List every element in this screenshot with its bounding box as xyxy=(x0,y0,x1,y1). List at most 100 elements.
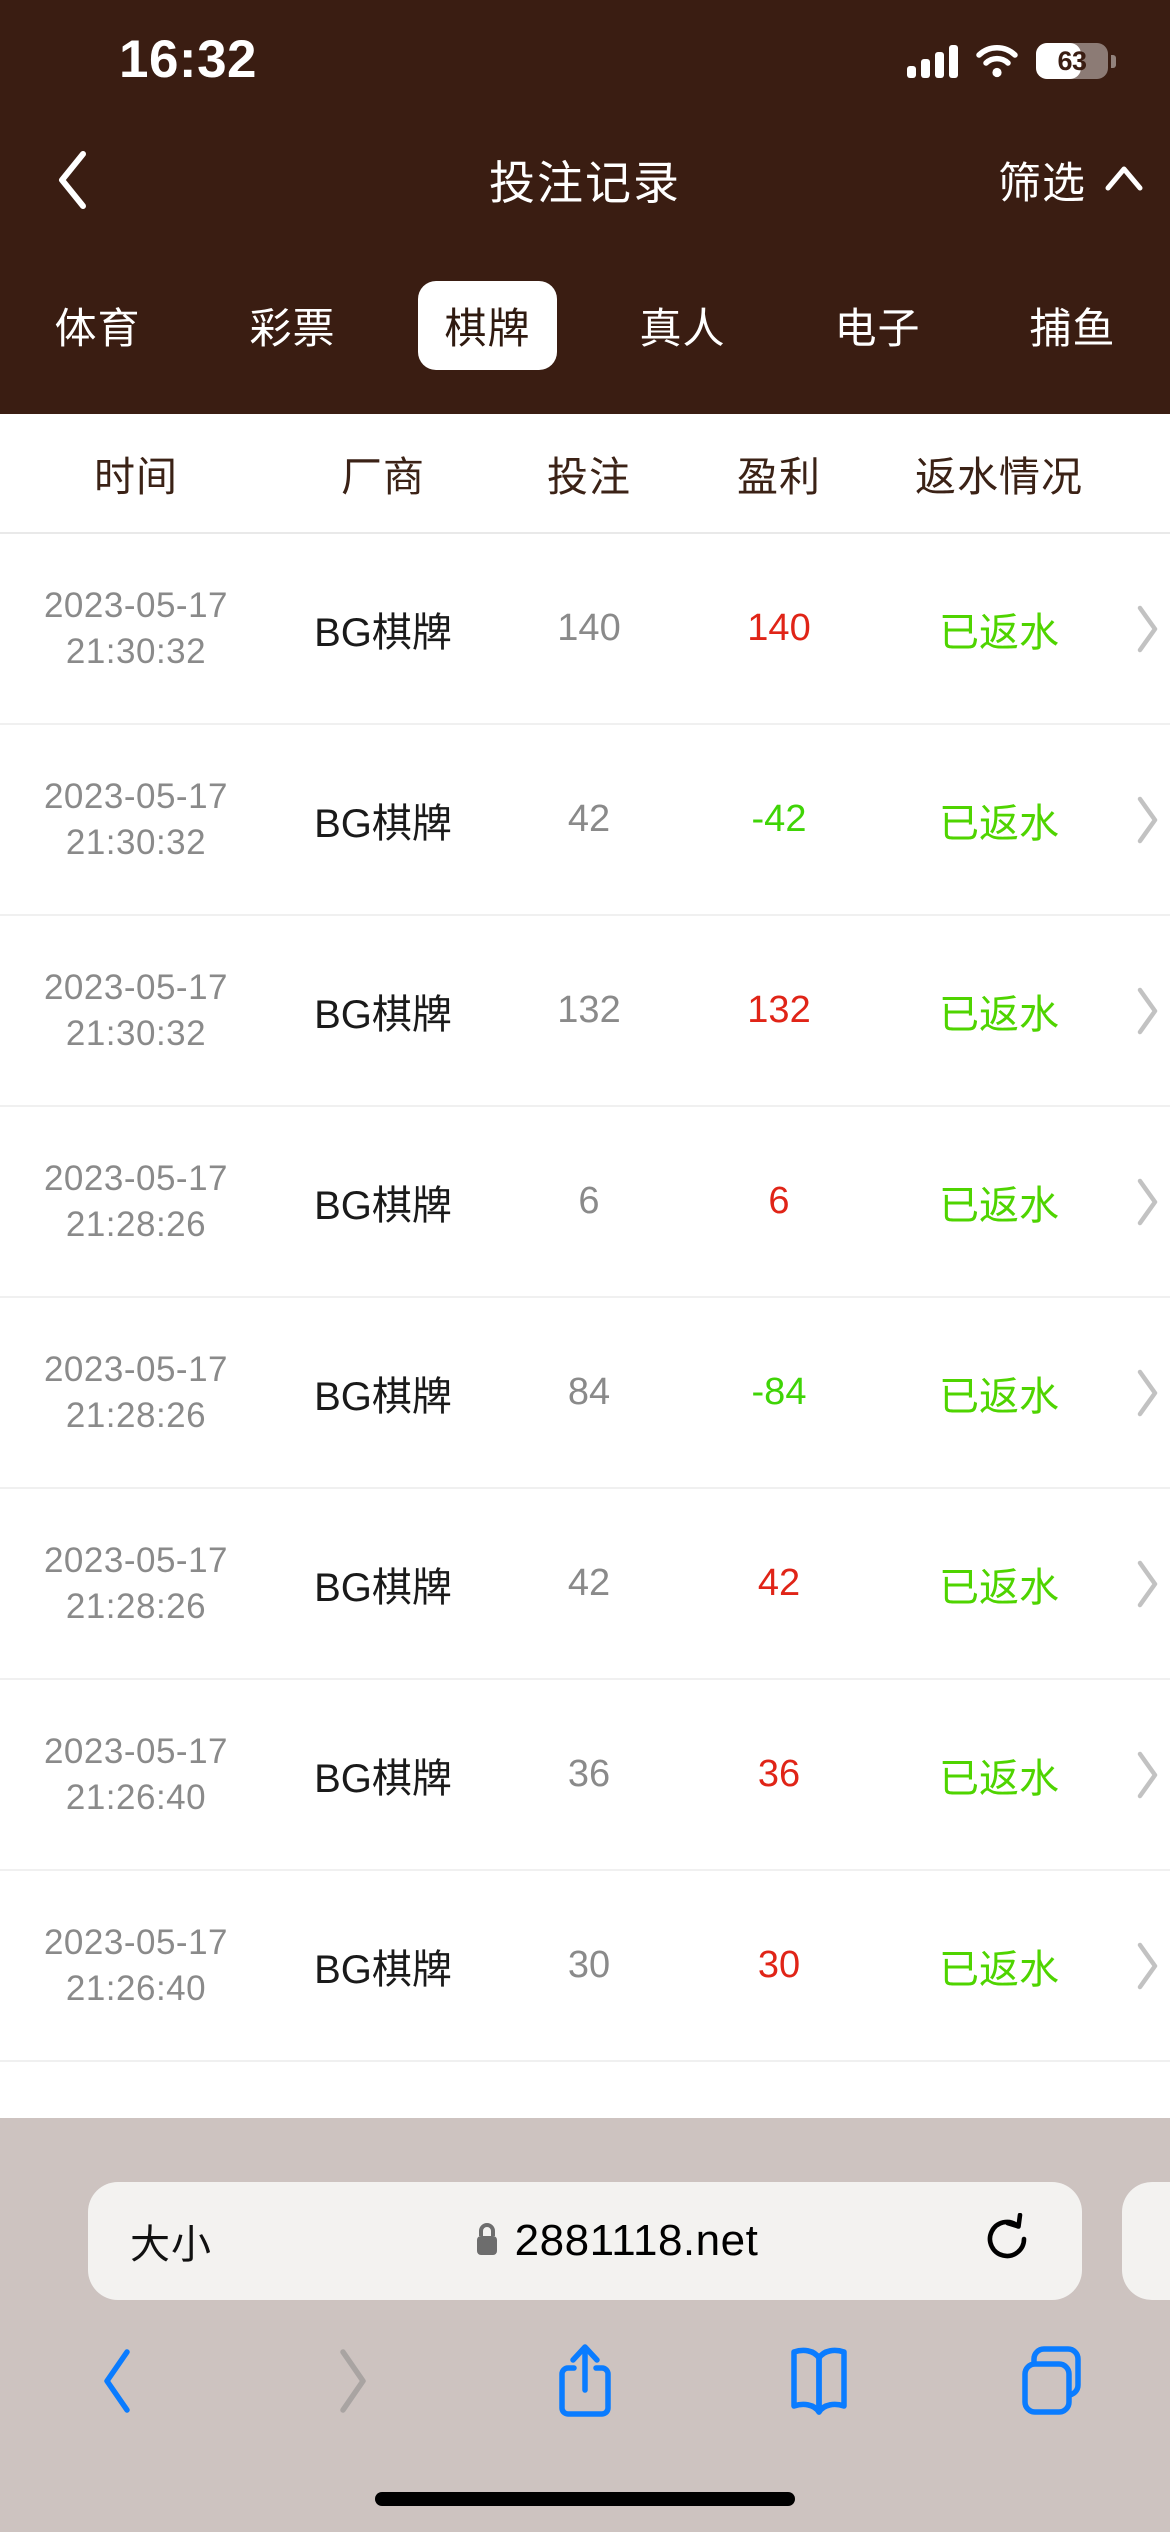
chevron-right-icon[interactable] xyxy=(1124,1940,1170,1992)
tab-slots[interactable]: 电子 xyxy=(780,275,975,375)
tab-sports[interactable]: 体育 xyxy=(0,275,195,375)
cell-bet: 42 xyxy=(567,1562,611,1604)
chevron-right-icon[interactable] xyxy=(1124,1558,1170,1610)
table-header-row: 时间 厂商 投注 盈利 返水情况 xyxy=(0,414,1170,534)
table-row[interactable]: 2023-05-17 21:30:32 BG棋牌 42 -42 已返水 xyxy=(0,725,1170,916)
chevron-right-icon[interactable] xyxy=(1124,794,1170,846)
reload-icon xyxy=(983,2212,1033,2270)
category-tabs: 体育 彩票 棋牌 真人 电子 捕鱼 xyxy=(0,275,1170,375)
chevron-right-icon[interactable] xyxy=(1124,1176,1170,1228)
cell-vendor: BG棋牌 xyxy=(314,992,452,1037)
cell-vendor: BG棋牌 xyxy=(314,801,452,846)
reload-button[interactable] xyxy=(980,2212,1036,2270)
cell-vendor: BG棋牌 xyxy=(314,1947,452,1992)
row-date: 2023-05-17 xyxy=(44,2111,228,2119)
cell-status: 已返水 xyxy=(939,610,1059,655)
bookmarks-button[interactable] xyxy=(702,2318,936,2448)
row-date: 2023-05-17 xyxy=(43,585,229,625)
column-header-profit: 盈利 xyxy=(737,454,821,500)
table-row[interactable]: 2023-05-17 21:30:32 BG棋牌 132 132 已返水 xyxy=(0,916,1170,1107)
cell-profit: 30 xyxy=(757,1944,801,1986)
back-button[interactable] xyxy=(0,2318,234,2448)
cell-vendor: BG棋牌 xyxy=(314,1183,452,1228)
table-row[interactable]: 2023-05-17 21:30:32 BG棋牌 140 140 已返水 xyxy=(0,534,1170,725)
chevron-right-icon[interactable] xyxy=(1124,603,1170,655)
cell-bet: 84 xyxy=(567,1371,611,1413)
status-bar-clock: 16:32 xyxy=(118,30,258,89)
adjacent-tab-card[interactable] xyxy=(1122,2182,1170,2300)
cell-vendor: BG棋牌 xyxy=(314,1756,452,1801)
chevron-right-icon xyxy=(330,2346,372,2421)
chevron-right-icon[interactable] xyxy=(1124,1367,1170,1419)
column-header-vendor: 厂商 xyxy=(341,454,425,500)
chevron-left-icon xyxy=(96,2346,138,2421)
row-time: 21:30:32 xyxy=(65,631,207,671)
chevron-up-icon xyxy=(1102,161,1146,200)
wifi-icon xyxy=(975,44,1019,78)
cell-profit: -84 xyxy=(751,1371,807,1413)
tab-live-casino[interactable]: 真人 xyxy=(585,275,780,375)
cell-status: 已返水 xyxy=(939,801,1059,846)
chevron-right-icon[interactable] xyxy=(1124,1749,1170,1801)
row-date: 2023-05-17 xyxy=(43,1349,229,1389)
tabs-button[interactable] xyxy=(936,2318,1170,2448)
tab-label: 彩票 xyxy=(249,304,336,352)
lock-icon xyxy=(472,2220,502,2263)
table-body: 2023-05-17 21:30:32 BG棋牌 140 140 已返水 2023-05-1… xyxy=(0,534,1170,2118)
status-bar-indicators: 63 xyxy=(907,36,1116,86)
filter-label: 筛选 xyxy=(998,160,1086,208)
share-button[interactable] xyxy=(468,2318,702,2448)
filter-button[interactable]: 筛选 xyxy=(998,125,1146,235)
status-bar: 16:32 63 xyxy=(0,0,1170,110)
row-time: 21:30:32 xyxy=(65,1013,207,1053)
table-row[interactable]: 2023-05-17 21:28:26 BG棋牌 42 42 已返水 xyxy=(0,1489,1170,1680)
cell-time: 2023-05-17 21:28:26 xyxy=(0,1538,272,1630)
row-time: 21:28:26 xyxy=(65,1586,207,1626)
column-header-time: 时间 xyxy=(94,454,178,500)
cell-profit: 36 xyxy=(757,1753,801,1795)
home-indicator xyxy=(375,2492,795,2506)
app-header: 16:32 63 xyxy=(0,0,1170,414)
row-time: 21:26:40 xyxy=(65,1968,207,2008)
cell-vendor: BG棋牌 xyxy=(314,610,452,655)
nav-back-button[interactable] xyxy=(22,135,122,225)
column-header-status: 返水情况 xyxy=(915,454,1083,500)
table-row[interactable]: 2023-05-17 21:28:26 BG棋牌 84 -84 已返水 xyxy=(0,1298,1170,1489)
tab-label: 棋牌 xyxy=(418,280,557,370)
cell-time: 2023-05-17 21:30:32 xyxy=(0,583,272,675)
cell-profit: 6 xyxy=(768,1180,790,1222)
tab-chess-cards[interactable]: 棋牌 xyxy=(390,275,585,375)
tab-label: 捕鱼 xyxy=(1029,304,1116,352)
cell-time: 2023-05-17 21:28:26 xyxy=(0,1156,272,1248)
cell-bet: 36 xyxy=(567,1753,611,1795)
row-time: 21:28:26 xyxy=(65,1204,207,1244)
cell-status: 已返水 xyxy=(939,1183,1059,1228)
cell-time: 2023-05-17 21:30:32 xyxy=(0,774,272,866)
safari-bottom-bar: 大小 2881118.net xyxy=(0,2118,1170,2532)
table-row[interactable]: 2023-05-17 21:26:40 BG棋牌 30 30 已返水 xyxy=(0,1871,1170,2062)
bet-records-table[interactable]: 时间 厂商 投注 盈利 返水情况 2023-05-17 21:30:32 BG棋牌 1… xyxy=(0,414,1170,2118)
row-date: 2023-05-17 xyxy=(43,1922,229,1962)
cell-status: 已返水 xyxy=(939,1756,1059,1801)
tabs-icon xyxy=(1017,2344,1089,2423)
cell-status: 已返水 xyxy=(939,992,1059,1037)
cell-bet: 6 xyxy=(578,1180,600,1222)
cell-status: 已返水 xyxy=(939,1374,1059,1419)
tab-fishing[interactable]: 捕鱼 xyxy=(975,275,1170,375)
cell-bet: 30 xyxy=(567,1944,611,1986)
battery-icon: 63 xyxy=(1036,43,1116,79)
tab-lottery[interactable]: 彩票 xyxy=(195,275,390,375)
column-header-bet: 投注 xyxy=(547,454,631,500)
table-row[interactable]: 2023-05-17 21:26:40 BG棋牌 36 36 已返水 xyxy=(0,1680,1170,1871)
cell-bet: 42 xyxy=(567,798,611,840)
tab-label: 电子 xyxy=(834,304,921,352)
book-icon xyxy=(781,2346,857,2421)
tab-label: 真人 xyxy=(639,304,726,352)
table-row[interactable]: 2023-05-17 21:28:26 BG棋牌 6 6 已返水 xyxy=(0,1107,1170,1298)
text-size-button[interactable]: 大小 xyxy=(130,2223,212,2267)
address-bar[interactable]: 大小 2881118.net xyxy=(88,2182,1082,2300)
chevron-right-icon[interactable] xyxy=(1124,985,1170,1037)
